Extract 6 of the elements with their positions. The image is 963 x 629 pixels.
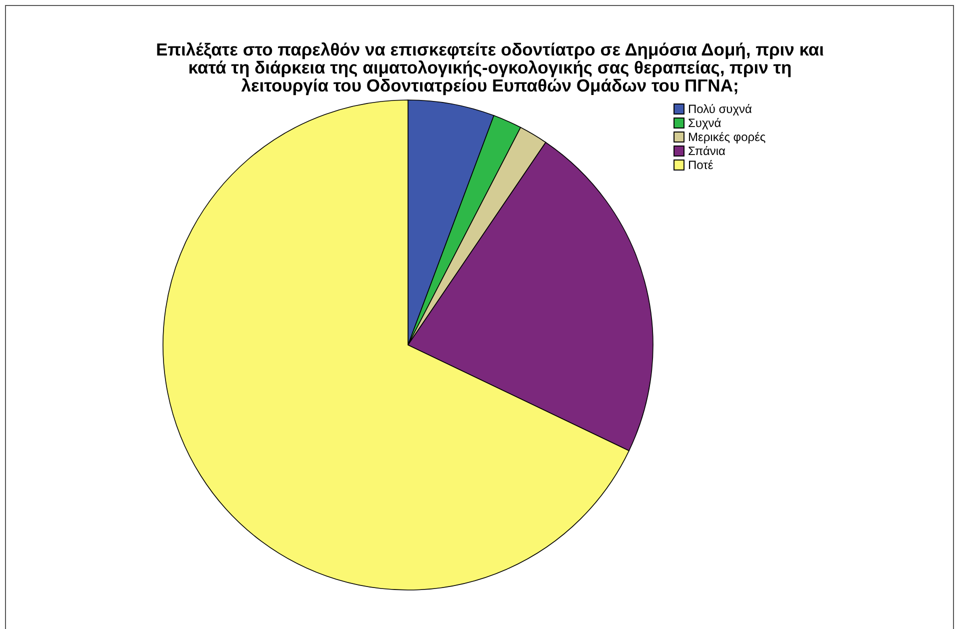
legend-label: Πολύ συχνά <box>688 102 752 116</box>
legend-label: Συχνά <box>688 116 722 130</box>
legend-label: Σπάνια <box>688 144 726 158</box>
legend-label: Μερικές φορές <box>688 130 766 144</box>
chart-title: Επιλέξατε στο παρελθόν να επισκεφτείτε οδοντίατρο σε Δημόσια Δομή, πριν και κατά τη διάρκεια της αιματολογικής-ογκολογικής σας θεραπείας, πριν τη λειτουργία του Οδοντιατρείου Ευπαθών Ομάδων του ΠΓΝΑ; <box>156 40 824 96</box>
legend-label: Ποτέ <box>688 158 714 172</box>
